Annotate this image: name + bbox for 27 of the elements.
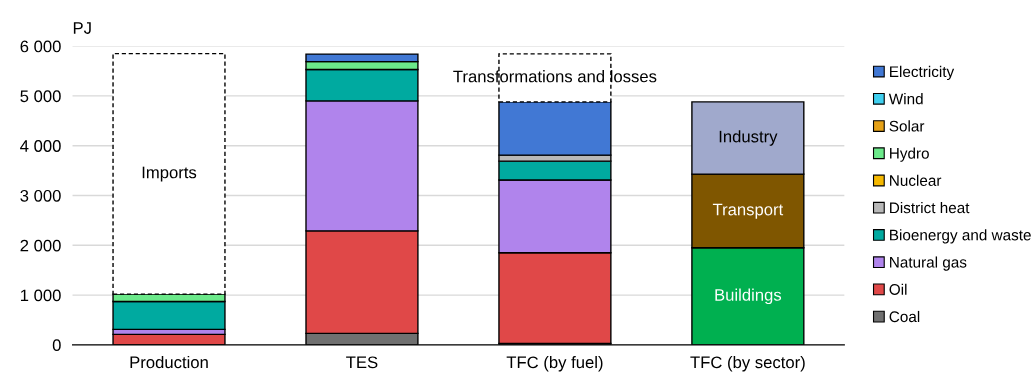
x-tick-label: TFC (by sector) [690,355,805,372]
legend-label: Electricity [890,65,955,81]
annotation: Transport [712,203,784,219]
legend-label: Bioenergy and waste [890,229,1031,244]
y-tick-label: 5 000 [20,90,61,103]
legend-label: Natural gas [890,256,967,271]
legend-label: Coal [889,310,920,323]
y-tick-label: 1 000 [20,289,61,302]
annotation: Industry [719,130,778,146]
y-axis-title: PJ [73,22,91,34]
x-tick-label: Production [130,355,208,369]
legend-label: Hydro [890,147,929,162]
legend-label: Nuclear [890,174,942,186]
legend-label: Oil [889,283,907,295]
legend-label: Wind [888,93,923,105]
y-tick-label: 6 000 [20,40,61,53]
x-tick-label: TES [346,356,378,369]
y-tick-label: 2 000 [20,239,61,252]
annotation: Imports [142,166,197,182]
annotation: Transformations and losses [453,70,657,83]
legend-label: Solar [889,120,925,132]
legend-label: District heat [890,201,970,214]
annotation: Buildings [715,288,782,305]
y-tick-label: 3 000 [20,189,61,202]
y-tick-label: 0 [52,339,61,352]
x-tick-label: TFC (by fuel) [506,355,603,372]
y-tick-label: 4 000 [20,140,61,152]
